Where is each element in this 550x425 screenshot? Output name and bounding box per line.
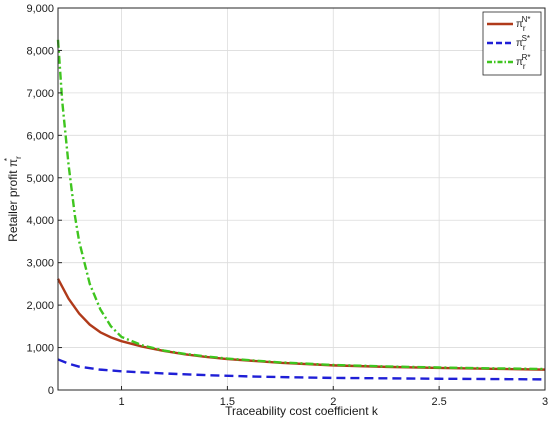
x-axis-label: Traceability cost coefficient k: [225, 404, 379, 418]
y-tick-label: 6,000: [26, 130, 54, 142]
y-tick-label: 9,000: [26, 3, 54, 15]
y-tick-label: 5,000: [26, 173, 54, 185]
y-axis-label: Retailer profit πr*: [3, 156, 23, 242]
y-tick-label: 3,000: [26, 258, 54, 270]
x-axis-ticks: 1 1.5 2 2.5 3: [118, 386, 548, 408]
y-axis-ticks: 0 1,000 2,000 3,000 4,000 5,000 6,000 7,000 8,00…: [26, 3, 62, 397]
plot-area: [58, 8, 545, 390]
series-line-2: [57, 358, 546, 381]
x-tick-label: 3: [542, 396, 548, 408]
x-tick-label: 2.5: [431, 396, 446, 408]
legend-label-3: πrR*: [516, 53, 530, 71]
y-axis-label-sup: *: [3, 158, 12, 161]
series-layer: [56, 39, 546, 381]
legend: πrN*πrS*πrR*: [482, 11, 542, 76]
x-tick-label: 1: [118, 396, 124, 408]
legend-label-2: πrS*: [516, 34, 530, 52]
y-axis-label-symbol: π: [6, 159, 20, 167]
y-axis-label-sub: r: [14, 156, 23, 159]
y-axis-label-prefix: Retailer profit: [6, 167, 20, 242]
series-line-3: [56, 39, 546, 371]
y-tick-label: 7,000: [26, 88, 54, 100]
y-tick-label: 4,000: [26, 215, 54, 227]
y-tick-label: 0: [48, 385, 54, 397]
plot-frame: [57, 7, 546, 391]
x-tick-label: 2: [330, 396, 336, 408]
legend-label-1: πrN*: [516, 15, 530, 33]
x-tick-label: 1.5: [220, 396, 235, 408]
y-tick-label: 2,000: [26, 300, 54, 312]
y-tick-label: 1,000: [26, 343, 54, 355]
y-tick-label: 8,000: [26, 45, 54, 57]
